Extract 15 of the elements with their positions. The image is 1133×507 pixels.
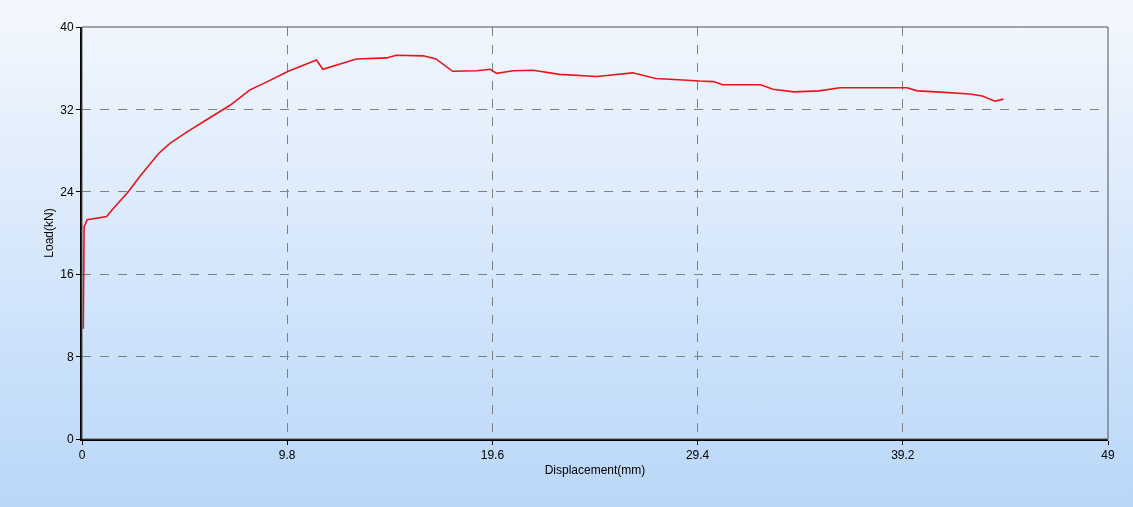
x-tick-label: 0: [78, 448, 86, 463]
x-tick-label: 29.4: [685, 448, 710, 463]
x-tick-label: 9.8: [278, 448, 296, 463]
y-tick-label: 8: [66, 349, 74, 364]
y-tick-label: 16: [60, 267, 74, 282]
y-tick-label: 24: [60, 185, 74, 199]
line-series: [82, 54, 1005, 330]
y-axis-title: Load(kN): [42, 208, 57, 258]
x-tick-label: 19.6: [480, 448, 505, 463]
x-tick-label: 39.2: [891, 448, 915, 463]
y-tick-label: 0: [66, 432, 74, 447]
x-axis-title: Displacement(mm): [544, 462, 646, 477]
y-tick-label: 32: [60, 102, 74, 117]
y-tick-label: 40: [60, 20, 74, 35]
x-tick-label: 49: [1101, 448, 1115, 463]
